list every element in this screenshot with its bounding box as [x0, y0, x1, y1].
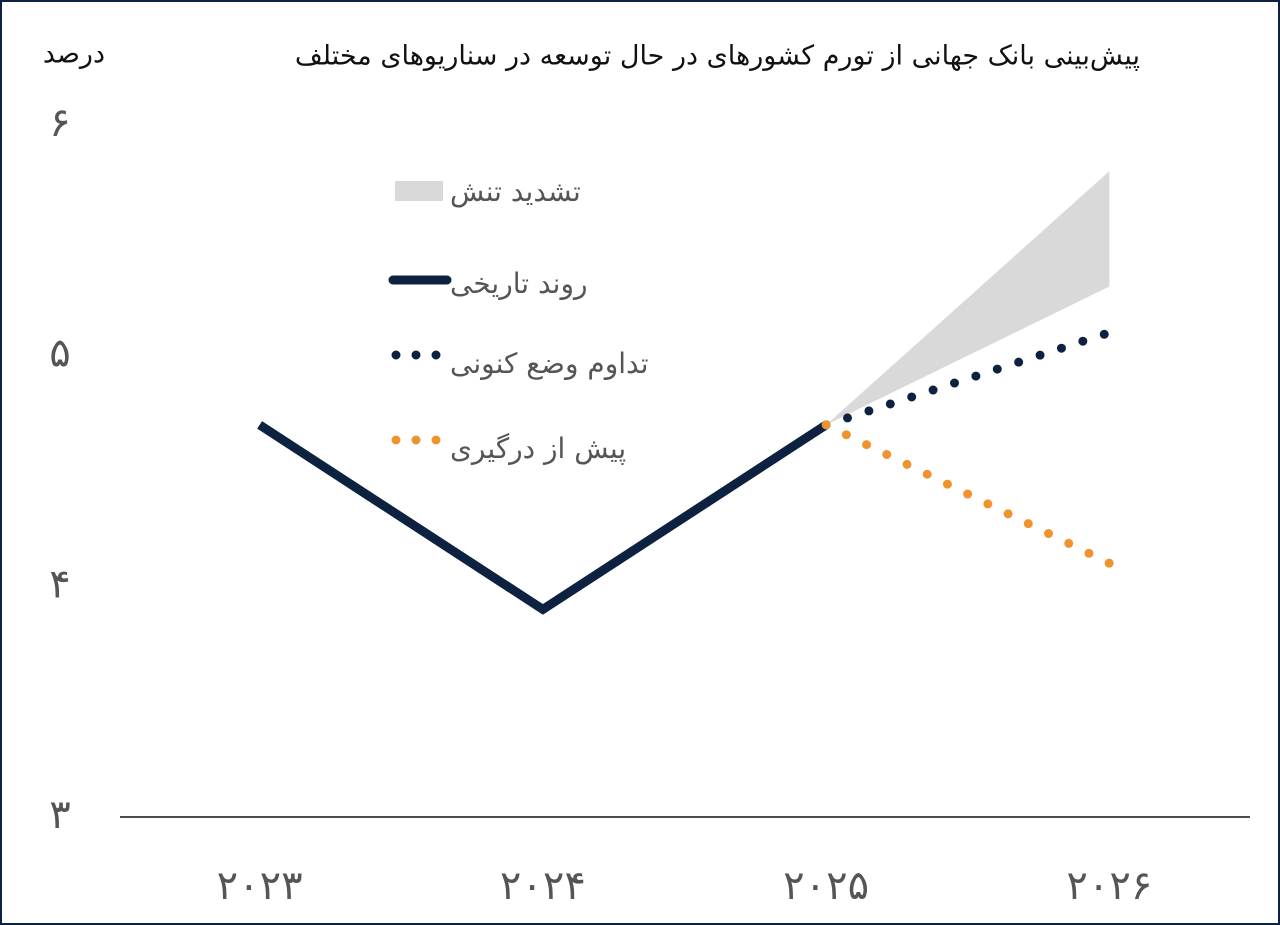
y-axis-label: درصد [43, 39, 105, 70]
y-tick-label: ۳ [49, 792, 70, 838]
legend-label: تشدید تنش [450, 175, 581, 208]
x-tick-label: ۲۰۲۵ [783, 863, 869, 909]
scenario-band [826, 171, 1110, 425]
series-line [821, 328, 1114, 430]
y-tick-label: ۵ [49, 331, 70, 377]
chart-title: پیش‌بینی بانک جهانی از تورم کشورهای در ح… [295, 41, 1140, 72]
legend-label: پیش از درگیری [450, 432, 626, 465]
y-tick-label: ۶ [49, 100, 70, 146]
x-tick-label: ۲۰۲۳ [217, 863, 303, 909]
y-tick-label: ۴ [49, 561, 70, 607]
legend-swatch [395, 181, 443, 201]
series-line [821, 420, 1114, 568]
x-tick-label: ۲۰۲۴ [500, 863, 586, 909]
legend-label: تداوم وضع کنونی [450, 347, 649, 380]
series-line [257, 421, 829, 615]
x-tick-label: ۲۰۲۶ [1066, 863, 1152, 909]
legend-label: روند تاریخی [450, 267, 587, 300]
